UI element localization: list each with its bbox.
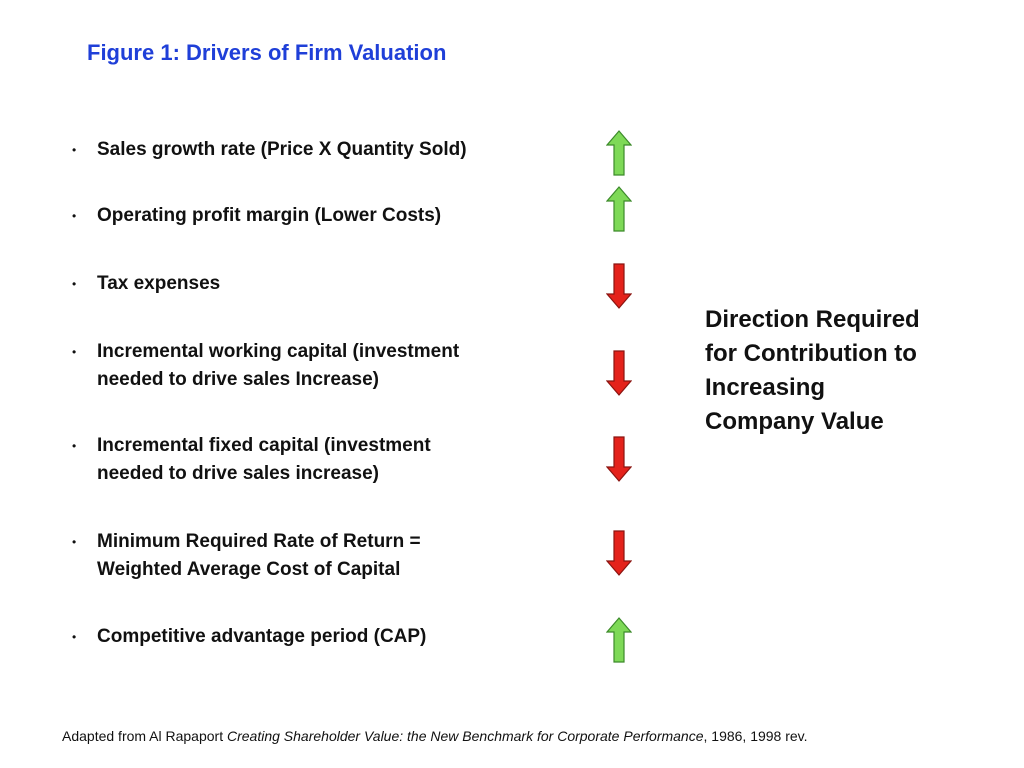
side-note-line: Company Value: [705, 408, 884, 435]
arrow-shape: [606, 350, 632, 396]
driver: Sales growth rate (Price X Quantity Sold…: [72, 136, 467, 164]
arrow-shape: [606, 130, 632, 176]
driver-text: needed to drive sales increase): [97, 463, 379, 484]
side-note-line: Direction Required: [705, 306, 920, 333]
arrow: [606, 617, 632, 663]
driver: Minimum Required Rate of Return = Weighte…: [72, 528, 421, 584]
driver: Competitive advantage period (CAP): [72, 623, 427, 651]
arrow: [606, 186, 632, 232]
arrow-shape: [606, 263, 632, 309]
arrow: [606, 436, 632, 482]
driver-text: Weighted Average Cost of Capital: [97, 559, 401, 580]
driver-text: Sales growth rate (Price X Quantity Sold…: [97, 139, 467, 160]
driver: Incremental working capital (investment n…: [72, 338, 460, 394]
driver-text: Minimum Required Rate of Return =: [97, 531, 421, 552]
arrow: [606, 530, 632, 576]
arrow: [606, 263, 632, 309]
arrow: [606, 130, 632, 176]
side-note: Direction Required for Contribution to Inc…: [705, 303, 920, 439]
driver-text: Incremental working capital (investment: [97, 341, 460, 362]
title: Figure 1: Drivers of Firm Valuation: [87, 40, 447, 65]
arrow-shape: [606, 530, 632, 576]
driver-text: needed to drive sales Increase): [97, 369, 379, 390]
arrow-shape: [606, 186, 632, 232]
footnote-source: Adapted from Al Rapaport: [62, 728, 224, 744]
driver-text: Incremental fixed capital (investment: [97, 435, 431, 456]
driver: Operating profit margin (Lower Costs): [72, 202, 442, 230]
side-note-line: Increasing: [705, 374, 826, 401]
footnote: Adapted from Al Rapaport Creating Shareh…: [62, 728, 808, 744]
side-note-line: for Contribution to: [705, 340, 917, 367]
arrow: [606, 350, 632, 396]
driver: Tax expenses: [72, 270, 221, 298]
footnote-book-title: Creating Shareholder Value: the New Benc…: [227, 728, 704, 744]
footnote-date: , 1986, 1998 rev.: [703, 728, 808, 744]
driver-text: Competitive advantage period (CAP): [97, 626, 427, 647]
arrow-shape: [606, 617, 632, 663]
driver-text: Tax expenses: [97, 273, 221, 294]
driver-text: Operating profit margin (Lower Costs): [97, 205, 442, 226]
driver: Incremental fixed capital (investment nee…: [72, 432, 431, 488]
arrow-shape: [606, 436, 632, 482]
